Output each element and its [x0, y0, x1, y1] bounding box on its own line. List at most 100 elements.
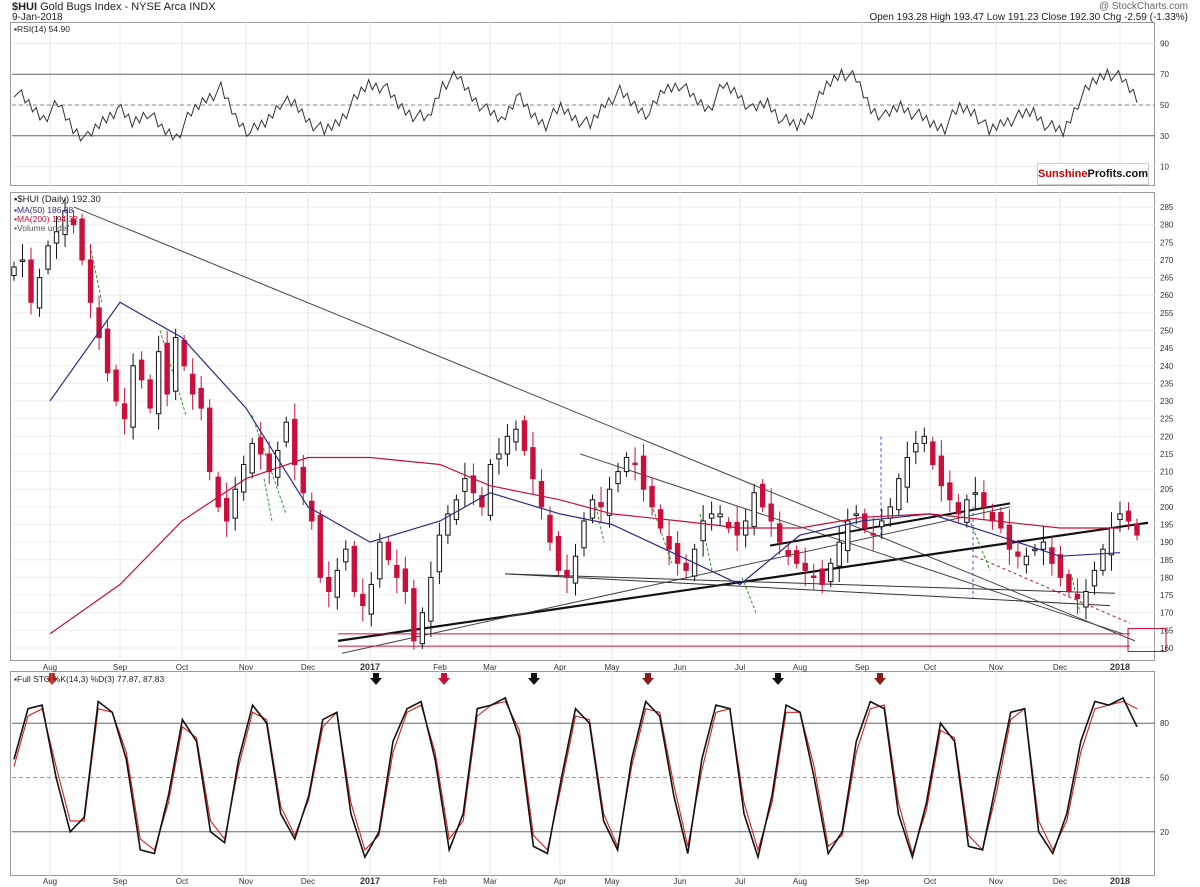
sto-xlabel-Jun: Jun: [674, 877, 687, 886]
candle-body: [266, 453, 272, 473]
candle-body: [70, 218, 77, 226]
sto-xlabel-Feb: Feb: [433, 877, 447, 886]
candle-body: [1083, 591, 1089, 608]
candle-body: [428, 576, 434, 622]
candle-body: [283, 421, 289, 443]
candle-body: [62, 210, 68, 236]
price-tick-235: 235: [1160, 379, 1174, 388]
candle-body: [96, 307, 102, 339]
sto-xlabel-Aug: Aug: [43, 877, 57, 886]
price-xlabel-Dec: Dec: [1053, 663, 1067, 672]
candle-body: [343, 548, 349, 563]
candle-body: [394, 564, 400, 578]
sto-xlabel-2017: 2017: [360, 876, 380, 886]
price-tick-185: 185: [1160, 556, 1174, 565]
candle-body: [904, 456, 910, 488]
candle-body: [121, 403, 128, 420]
candle-body: [555, 535, 562, 571]
candle-body: [1100, 548, 1106, 571]
sto-tick-80: 80: [1160, 719, 1169, 728]
rsi-tick-30: 30: [1160, 132, 1169, 141]
sto-xlabel-Aug: Aug: [793, 877, 807, 886]
candle-body: [138, 359, 145, 381]
sto-xlabel-Sep: Sep: [855, 877, 870, 886]
candle-body: [725, 521, 732, 529]
green-dashed-7: [741, 577, 757, 613]
green-dashed-5: [649, 499, 673, 564]
price-xlabel-2018: 2018: [1110, 662, 1130, 672]
signal-arrow-Jan: [370, 673, 382, 685]
candle-body: [28, 259, 34, 303]
candle-body: [1125, 510, 1132, 522]
candle-body: [530, 447, 536, 480]
candle-body: [1032, 548, 1038, 552]
candle-body: [1066, 574, 1072, 593]
candle-body: [275, 449, 281, 478]
candle-body: [215, 476, 221, 508]
candle-body: [198, 387, 204, 409]
candle-body: [206, 407, 213, 473]
price-xlabel-Apr: Apr: [554, 663, 567, 672]
candle-body: [921, 435, 928, 444]
candle-body: [632, 462, 638, 466]
ma50-legend: ▪MA(50) 186.88: [14, 205, 74, 215]
rsi-tick-50: 50: [1160, 101, 1169, 110]
candle-body: [385, 541, 392, 561]
ma50-line: [49, 301, 1121, 586]
price-xlabel-Nov: Nov: [989, 663, 1003, 672]
candle-body: [1074, 593, 1081, 600]
candle-body: [785, 550, 791, 557]
candle-body: [581, 520, 587, 549]
sto-xlabel-Nov: Nov: [989, 877, 1003, 886]
price-xlabel-2017: 2017: [360, 662, 380, 672]
candle-body: [811, 575, 817, 578]
candle-body: [683, 562, 689, 571]
candle-body: [309, 500, 315, 522]
candle-body: [666, 535, 672, 550]
price-panel: [10, 192, 1155, 661]
candle-body: [947, 482, 953, 501]
candle-body: [674, 543, 681, 564]
price-xlabel-Aug: Aug: [43, 663, 57, 672]
candle-body: [998, 512, 1004, 529]
price-tick-280: 280: [1160, 221, 1174, 230]
signal-arrow-May: [642, 673, 654, 685]
red-dashed-trendline: [974, 555, 1131, 624]
candle-body: [104, 328, 111, 374]
support-trendline-thin: [341, 506, 1011, 654]
candle-body: [989, 512, 996, 522]
candle-body: [870, 533, 876, 536]
candle-body: [1023, 555, 1030, 566]
price-xlabel-Dec: Dec: [301, 663, 315, 672]
candle-body: [172, 337, 179, 392]
candle-body: [964, 499, 970, 523]
candle-body: [241, 464, 247, 493]
chart-date: 9-Jan-2018: [12, 12, 63, 23]
sto-xlabel-Jul: Jul: [735, 877, 745, 886]
candle-body: [913, 442, 919, 453]
candle-body: [232, 488, 238, 519]
signal-arrow-Jul: [772, 673, 784, 685]
rsi-legend: ▪RSI(14) 54.90: [14, 24, 70, 34]
candle-body: [181, 339, 187, 367]
price-tick-245: 245: [1160, 344, 1174, 353]
price-xlabel-Aug: Aug: [793, 663, 807, 672]
candle-body: [402, 568, 409, 593]
price-xlabel-Feb: Feb: [433, 663, 447, 672]
rsi-line: [13, 67, 1138, 142]
price-xlabel-Sep: Sep: [113, 663, 128, 672]
price-tick-195: 195: [1160, 520, 1174, 529]
down-trendline-long: [73, 206, 1136, 642]
sto-tick-50: 50: [1160, 774, 1169, 783]
sto-tick-20: 20: [1160, 828, 1169, 837]
price-tick-220: 220: [1160, 432, 1174, 441]
candle-body: [640, 455, 647, 490]
price-legend: ▪$HUI (Daily) 192.30: [14, 194, 101, 205]
signal-arrow-Mar: [528, 673, 540, 685]
candle-body: [845, 520, 851, 552]
candle-body: [45, 245, 51, 270]
symbol-title-line: $HUI Gold Bugs Index - NYSE Arca INDX: [12, 1, 216, 13]
price-tick-250: 250: [1160, 327, 1174, 336]
candle-body: [487, 464, 494, 516]
candle-body: [496, 453, 502, 460]
